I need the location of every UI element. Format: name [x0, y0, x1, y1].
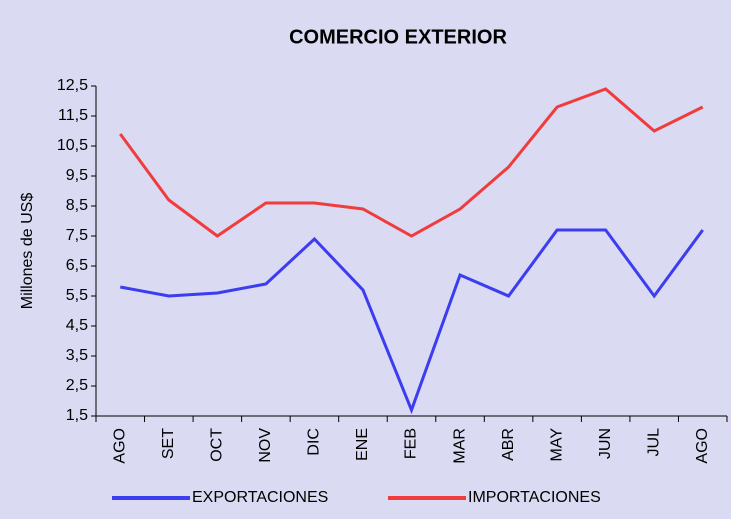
y-tick-label: 3,5	[66, 347, 88, 364]
x-tick-label: FEB	[403, 428, 420, 459]
x-tick-label: MAY	[548, 428, 565, 462]
legend-label: EXPORTACIONES	[192, 489, 328, 506]
x-tick-label: ABR	[500, 428, 517, 461]
y-tick-label: 9,5	[66, 167, 88, 184]
y-axis-label: Millones de US$	[19, 193, 36, 310]
x-tick-label: JUL	[645, 428, 662, 457]
x-tick-label: SET	[160, 428, 177, 459]
y-tick-label: 7,5	[66, 227, 88, 244]
y-tick-label: 8,5	[66, 197, 88, 214]
y-tick-label: 1,5	[66, 407, 88, 424]
x-tick-label: AGO	[694, 428, 711, 464]
x-tick-label: OCT	[209, 428, 226, 462]
y-tick-label: 11,5	[58, 107, 88, 124]
x-tick-label: JUN	[597, 428, 614, 459]
x-tick-label: ENE	[354, 428, 371, 461]
legend-label: IMPORTACIONES	[468, 489, 601, 506]
x-tick-label: NOV	[257, 428, 274, 463]
y-tick-label: 6,5	[66, 257, 88, 274]
series-line	[119, 87, 704, 238]
x-tick-label: AGO	[111, 428, 128, 464]
y-tick-label: 12,5	[57, 77, 88, 94]
y-tick-label: 5,5	[66, 287, 88, 304]
x-tick-label: MAR	[451, 428, 468, 464]
series-line	[119, 228, 704, 415]
y-tick-label: 4,5	[66, 317, 88, 334]
chart-title: COMERCIO EXTERIOR	[289, 26, 507, 48]
y-tick-label: 2,5	[66, 377, 88, 394]
y-tick-label: 10,5	[57, 137, 88, 154]
x-tick-label: DIC	[306, 428, 323, 456]
